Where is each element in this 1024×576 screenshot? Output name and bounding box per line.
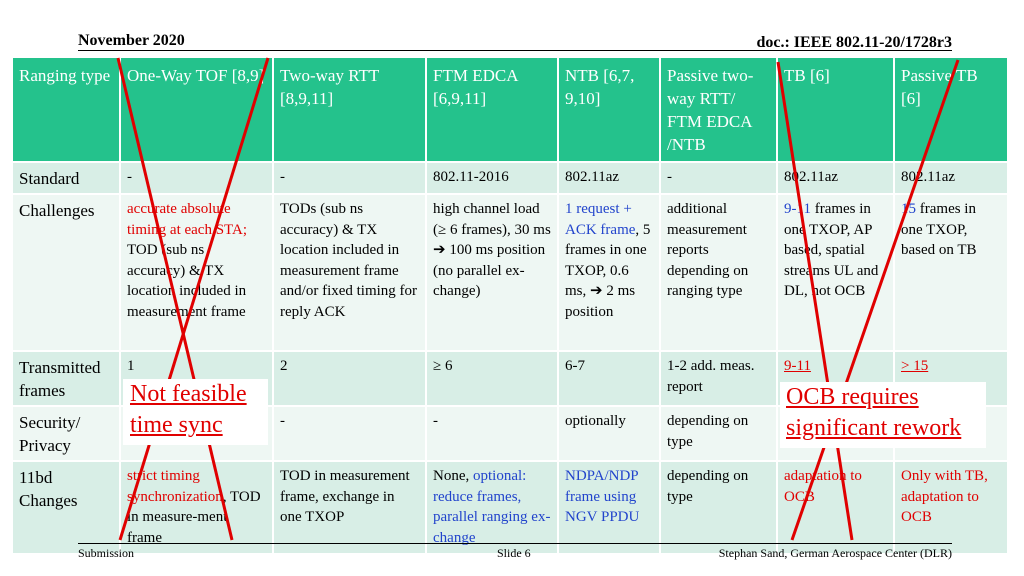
cell: Only with TB, adaptation to OCB [893,460,1009,555]
cell-text: None, [433,468,473,484]
cell: - [425,405,559,462]
arrow-icon: ➔ [433,242,446,258]
cell-red-text: 9-11 [784,358,811,374]
cell: ≥ 6 [425,350,559,407]
table-row-challenges: Challenges accurate absolute timing at e… [11,193,1009,352]
cell-red-text: strict timing synchronization [127,468,223,505]
cell: None, optional: reduce frames, parallel … [425,460,559,555]
header-date: November 2020 [78,32,185,49]
cross-line [790,59,960,541]
cell: depending on type [659,405,778,462]
cell-text: high channel load (≥ 6 frames), 30 ms [433,201,551,238]
col-header-one-way-tof: One-Way TOF [8,9] [119,56,274,163]
cell-blue-text: 9-11 [784,201,811,217]
table-row-transmitted-frames: Transmitted frames 1 2 ≥ 6 6-7 1-2 add. … [11,350,1009,407]
row-label-security-privacy: Security/ Privacy [11,405,121,462]
table-header-row: Ranging type One-Way TOF [8,9] Two-way R… [11,56,1009,163]
cell: depending on type [659,460,778,555]
cell-text: 100 ms position (no parallel ex-change) [433,242,546,299]
cell-blue-text: NDPA/NDP frame using NGV PPDU [565,468,640,525]
col-header-ntb: NTB [6,7, 9,10] [557,56,661,163]
cell: additional measurement reports depending… [659,193,778,352]
cell: 1 request + ACK frame, 5 frames in one T… [557,193,661,352]
cell: 1-2 add. meas. report [659,350,778,407]
cell: NDPA/NDP frame using NGV PPDU [557,460,661,555]
cell: TODs (sub ns accuracy) & TX location inc… [272,193,427,352]
cell-red-text: > 15 [901,358,929,374]
col-header-ranging-type: Ranging type [11,56,121,163]
cell: TOD in measurement frame, exchange in on… [272,460,427,555]
cell: accurate absolute timing at each STA; TO… [119,193,274,352]
row-label-transmitted-frames: Transmitted frames [11,350,121,407]
cell-text: , TOD in measure-ment frame [127,488,261,546]
cell: 9-11 frames in one TXOP, AP based, spati… [776,193,895,352]
annotation-text: significant rework [786,415,962,441]
col-header-tb: TB [6] [776,56,895,163]
col-header-ftm-edca: FTM EDCA [6,9,11] [425,56,559,163]
table-row-11bd-changes: 11bd Changes strict timing synchronizati… [11,460,1009,555]
arrow-icon: ➔ [590,283,603,299]
cell: - [119,161,274,195]
cell: high channel load (≥ 6 frames), 30 ms ➔ … [425,193,559,352]
row-label-challenges: Challenges [11,193,121,352]
header-doc-id: doc.: IEEE 802.11-20/1728r3 [756,34,952,51]
cell: 802.11az [557,161,661,195]
cell: 2 [272,350,427,407]
header-rule [78,50,952,51]
cross-line [116,57,234,541]
footer-rule [78,543,952,544]
cell-blue-text: optional: reduce frames, parallel rangin… [433,468,551,546]
annotation-text: Not feasible [130,381,247,407]
cell-text: , 5 frames in one TXOP, 0.6 ms, [565,221,651,300]
row-label-11bd-changes: 11bd Changes [11,460,121,555]
col-header-passive-two-way: Passive two-way RTT/ FTM EDCA /NTB [659,56,778,163]
cell-blue-text: 1 request + ACK frame [565,201,636,238]
cell: - [659,161,778,195]
cell-red-text: Only with TB, adaptation to OCB [901,468,988,525]
cell: 15 frames in one TXOP, based on TB [893,193,1009,352]
col-header-passive-tb: Passive TB [6] [893,56,1009,163]
cell-text: TOD (sub ns accuracy) & TX location incl… [127,242,247,320]
annotation-text: OCB requires [786,384,919,410]
footer-slide-number: Slide 6 [497,546,531,560]
annotation-text: time sync [130,412,223,438]
cell: optionally [557,405,661,462]
cell: 802.11-2016 [425,161,559,195]
cell-text: frames in one TXOP, AP based, spatial st… [784,201,879,299]
cell-text: frames in one TXOP, based on TB [901,201,977,258]
cell: - [272,161,427,195]
footer-submission: Submission [78,546,135,560]
cross-line [118,57,270,541]
annotation-ocb-rework: OCB requires significant rework [780,382,986,448]
col-header-two-way-rtt: Two-way RTT [8,9,11] [272,56,427,163]
cell: strict timing synchronization, TOD in me… [119,460,274,555]
cross-line [776,61,854,541]
annotation-not-feasible: Not feasible time sync [123,379,268,445]
footer-author: Stephan Sand, German Aerospace Center (D… [718,546,952,560]
cell: 6-7 [557,350,661,407]
cell-text: 2 ms position [565,283,636,320]
cell: - [272,405,427,462]
row-label-standard: Standard [11,161,121,195]
